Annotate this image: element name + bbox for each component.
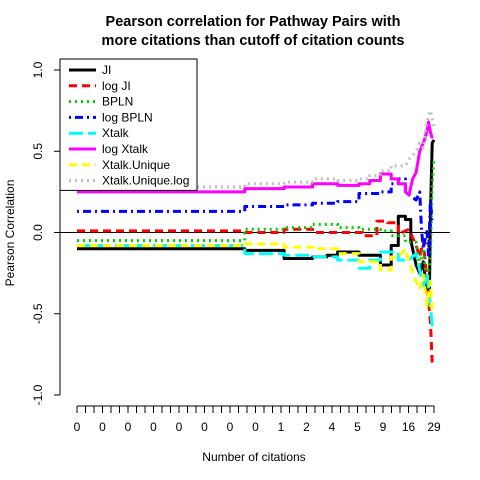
legend-label: log BPLN <box>102 110 153 124</box>
x-tick-label: 0 <box>74 420 81 434</box>
x-tick-label: 0 <box>125 420 132 434</box>
legend-label: Xtalk.Unique.log <box>102 174 189 188</box>
series-line-log-bpln <box>77 177 434 259</box>
x-tick-label: 1 <box>278 420 285 434</box>
x-tick-label: 29 <box>427 420 441 434</box>
x-axis: 0 0 0 0 0 0 0 0 1 2 4 5 9 16 29 <box>74 405 441 434</box>
y-tick-label: 0.5 <box>31 143 45 160</box>
legend-box <box>59 58 198 191</box>
x-axis-label: Number of citations <box>202 450 305 464</box>
x-tick-label: 5 <box>354 420 361 434</box>
legend-label: JI <box>102 63 111 77</box>
series-line-log-ji <box>77 219 434 363</box>
legend-label: BPLN <box>102 95 133 109</box>
x-tick-label: 16 <box>402 420 416 434</box>
chart-title-line-1: Pearson correlation for Pathway Pairs wi… <box>106 14 401 30</box>
y-tick-label: -0.5 <box>31 303 45 324</box>
x-tick-label: 9 <box>380 420 387 434</box>
series-line-xtalk-unique-log <box>77 109 436 189</box>
series-layer <box>77 109 436 363</box>
x-tick-label: 0 <box>227 420 234 434</box>
series-line-bpln <box>77 159 436 286</box>
x-tick-label: 0 <box>99 420 106 434</box>
series-line-xtalk-unique <box>77 242 434 314</box>
x-tick-label: 2 <box>303 420 310 434</box>
title-group: Pearson correlation for Pathway Pairs wi… <box>102 14 405 49</box>
series-line-log-xtalk <box>77 120 434 197</box>
y-axis-label: Pearson Correlation <box>3 180 17 287</box>
chart-title-line-2: more citations than cutoff of citation c… <box>102 33 405 49</box>
x-tick-label: 0 <box>201 420 208 434</box>
y-tick-label: 0.0 <box>31 224 45 241</box>
y-axis: -1.0 -0.5 0.0 0.5 1.0 <box>31 61 61 405</box>
x-tick-label: 0 <box>150 420 157 434</box>
legend-label: Xtalk.Unique <box>102 158 170 172</box>
y-tick-label: 1.0 <box>31 61 45 78</box>
x-tick-label: 0 <box>252 420 259 434</box>
series-line-xtalk <box>77 244 434 327</box>
y-tick-label: -1.0 <box>31 384 45 405</box>
legend-label: log JI <box>102 79 131 93</box>
x-tick-label: 4 <box>329 420 336 434</box>
x-tick-label: 0 <box>176 420 183 434</box>
legend-label: Xtalk <box>102 126 130 140</box>
legend-label: log Xtalk <box>102 142 149 156</box>
